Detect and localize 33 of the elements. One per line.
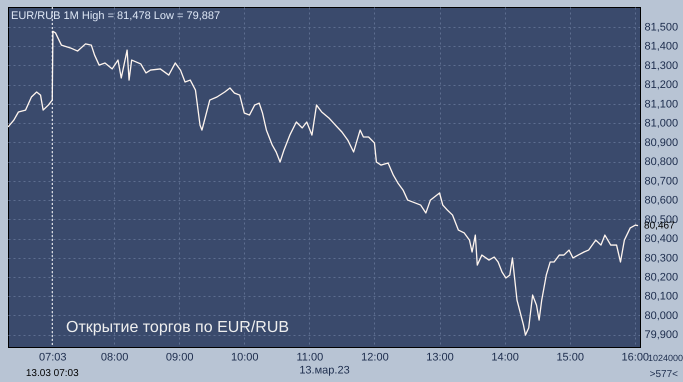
y-tick-label: 81,000 [644, 118, 678, 130]
y-tick-label: 79,900 [644, 329, 678, 342]
y-tick-label: 81,200 [644, 79, 678, 92]
x-tick-label: 10:00 [231, 352, 259, 364]
annotation: Открытие торгов по EUR/RUB [66, 319, 290, 336]
y-tick-label: 81,500 [644, 22, 678, 34]
x-tick-label: 15:00 [556, 352, 584, 364]
x-tick-label: 08:00 [100, 352, 128, 364]
x-tick-label: 12:00 [361, 352, 389, 364]
y-tick-label: 80,400 [644, 233, 678, 246]
chart-title: EUR/RUB 1M High = 81,478 Low = 79,887 [11, 10, 220, 22]
y-tick-label: 80,900 [644, 136, 678, 149]
y-tick-label: 80,600 [644, 194, 678, 207]
line-series [8, 30, 639, 336]
y-tick-label: 81,300 [644, 60, 678, 72]
x-tick-label: 11:00 [296, 352, 324, 364]
y-tick-label: 80,200 [644, 272, 678, 284]
x-tick-label: 07:03 [38, 352, 67, 364]
y-tick-label: 81,400 [644, 40, 678, 53]
y-tick-label: 80,800 [644, 156, 678, 168]
text: >577< [650, 369, 678, 380]
y-tick-label: 80,100 [644, 290, 678, 303]
y-tick-label: 80,700 [644, 175, 678, 188]
x-tick-label: 16:00 [622, 352, 650, 364]
x-tick-label: 14:00 [491, 352, 519, 364]
text: 1024000 [648, 353, 683, 363]
x-tick-label: 09:00 [166, 352, 194, 364]
y-tick-label: 80,300 [644, 252, 678, 264]
y-tick-label: 80,000 [644, 310, 678, 322]
x-tick-label: 13:00 [426, 352, 454, 364]
y-tick-label: 81,100 [644, 98, 678, 110]
ref-line-label: 13.03 07:03 [26, 368, 80, 379]
x-axis-title: 13.мар.23 [299, 364, 350, 376]
